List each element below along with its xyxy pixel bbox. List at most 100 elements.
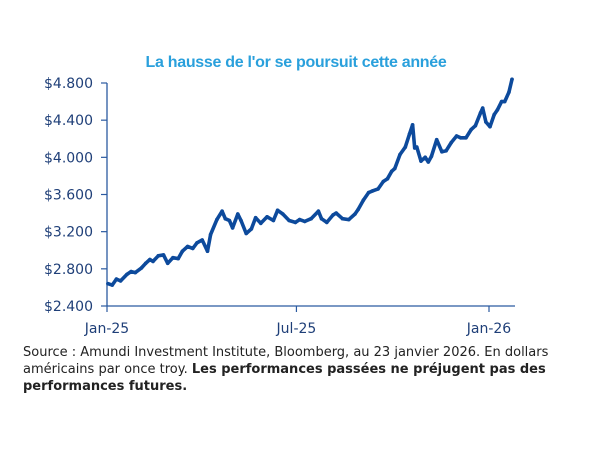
data-point [303, 219, 307, 224]
data-point [464, 136, 468, 140]
data-point [478, 110, 483, 115]
data-point [223, 216, 228, 221]
data-point [371, 189, 375, 193]
data-point [488, 124, 492, 129]
data-point [340, 216, 345, 221]
data-point [125, 272, 129, 277]
chart-title: La hausse de l'or se poursuit cette anné… [145, 54, 447, 71]
data-point [171, 255, 175, 260]
data-point [407, 132, 412, 136]
y-tick-label: $4.000 [44, 150, 93, 166]
data-point [156, 254, 161, 258]
data-point [495, 108, 500, 112]
data-point [502, 99, 507, 104]
data-point [220, 209, 224, 213]
data-point [393, 166, 397, 171]
data-point [353, 212, 357, 216]
data-point [510, 77, 514, 82]
data-point [366, 190, 371, 195]
data-point [161, 253, 166, 257]
data-point [331, 213, 335, 217]
y-ticks: $2.400 $2.800 $3.200 $3.600 $4.000 $4.400 $4.8… [44, 76, 107, 315]
data-point [410, 123, 415, 127]
data-point [244, 231, 248, 236]
data-point [444, 149, 448, 153]
data-point [133, 270, 138, 275]
data-point [200, 238, 204, 242]
data-point [205, 249, 210, 253]
data-point [309, 216, 313, 221]
data-point [423, 155, 428, 160]
data-point [253, 215, 258, 220]
x-tick-label: Jan-25 [84, 321, 129, 337]
data-point [319, 216, 324, 221]
data-point [195, 241, 199, 245]
y-tick-label: $3.600 [44, 188, 93, 204]
disclaimer-text: Les performances passées ne préjugent pa… [23, 362, 546, 394]
data-point [419, 159, 423, 163]
data-point [385, 176, 390, 181]
data-point [325, 220, 329, 225]
data-point [151, 259, 155, 264]
y-tick-label: $3.200 [44, 225, 93, 241]
source-note: Source : Amundi Investment Institute, Bl… [23, 344, 568, 395]
data-point [376, 187, 380, 191]
series-layer [106, 77, 514, 287]
data-point [185, 244, 190, 249]
data-point [334, 211, 339, 215]
data-point [398, 152, 402, 157]
data-point [454, 134, 459, 138]
data-point [129, 269, 133, 274]
data-point [275, 208, 280, 213]
x-tick-label: Jan-26 [466, 321, 512, 337]
data-point [297, 217, 302, 222]
data-point [148, 257, 152, 262]
data-point [440, 150, 444, 154]
data-point [480, 106, 485, 110]
data-point [507, 90, 511, 95]
data-point [403, 145, 408, 149]
data-point [347, 217, 351, 222]
data-point [249, 227, 254, 231]
data-point [215, 217, 219, 222]
data-point [449, 140, 454, 145]
data-point [239, 218, 243, 223]
data-point [180, 249, 185, 253]
data-point [208, 232, 213, 237]
data-point [316, 209, 321, 213]
axes [106, 83, 515, 307]
data-point [361, 198, 366, 202]
data-point [176, 256, 180, 261]
data-point [381, 179, 386, 184]
data-point [281, 212, 285, 216]
y-tick-label: $2.400 [44, 299, 93, 315]
y-tick-label: $2.800 [44, 262, 93, 278]
gold-price-line [106, 77, 514, 287]
data-point [139, 266, 144, 270]
data-point [110, 283, 114, 287]
y-tick-label: $4.400 [44, 113, 93, 129]
data-point [293, 220, 298, 225]
data-point [143, 261, 148, 266]
data-point [434, 137, 439, 142]
data-point [259, 221, 263, 226]
data-point [114, 277, 119, 281]
data-point [265, 215, 269, 219]
data-point [389, 169, 394, 174]
x-ticks: Jan-25 Jul-25 Jan-26 [84, 306, 512, 337]
y-tick-label: $4.800 [44, 76, 93, 92]
data-point [271, 218, 276, 223]
data-point [287, 218, 291, 223]
data-point [469, 127, 474, 132]
data-point [227, 218, 232, 223]
data-point [165, 261, 170, 266]
data-point [106, 281, 110, 286]
data-point [429, 154, 434, 159]
data-point [458, 136, 463, 140]
data-point [492, 112, 497, 117]
data-point [473, 123, 478, 128]
data-point [118, 279, 123, 283]
data-point [236, 212, 240, 216]
data-point [484, 120, 488, 124]
